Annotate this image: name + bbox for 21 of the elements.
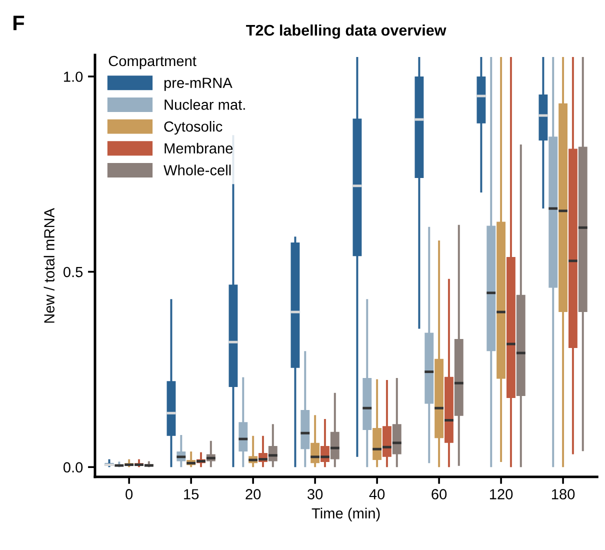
legend-label: pre-mRNA: [164, 78, 232, 91]
x-tick-label: 0: [126, 489, 133, 500]
x-tick-label: 20: [246, 489, 261, 500]
x-tick-label: 180: [552, 489, 575, 500]
legend-title: Compartment: [108, 56, 196, 70]
legend-label: Whole-cell: [164, 164, 231, 176]
x-tick-label: 60: [432, 489, 447, 500]
x-tick-label: 30: [308, 489, 323, 500]
y-tick-label: 0.5: [63, 266, 83, 278]
chart-title: T2C labelling data overview: [246, 24, 446, 39]
legend-label: Membrane: [164, 142, 233, 154]
y-tick-label: 0.0: [63, 462, 83, 473]
y-tick-label: 1.0: [64, 72, 83, 82]
x-tick-label: 40: [369, 489, 385, 500]
x-tick-label: 15: [184, 489, 199, 500]
y-axis-title: New / total mRNA: [44, 208, 54, 323]
x-tick-label: 120: [490, 489, 513, 500]
legend-label: Cytosolic: [164, 120, 222, 135]
x-axis-title: Time (min): [312, 508, 380, 522]
text: F: [13, 16, 24, 30]
legend-label: Nuclear mat.: [164, 99, 245, 110]
